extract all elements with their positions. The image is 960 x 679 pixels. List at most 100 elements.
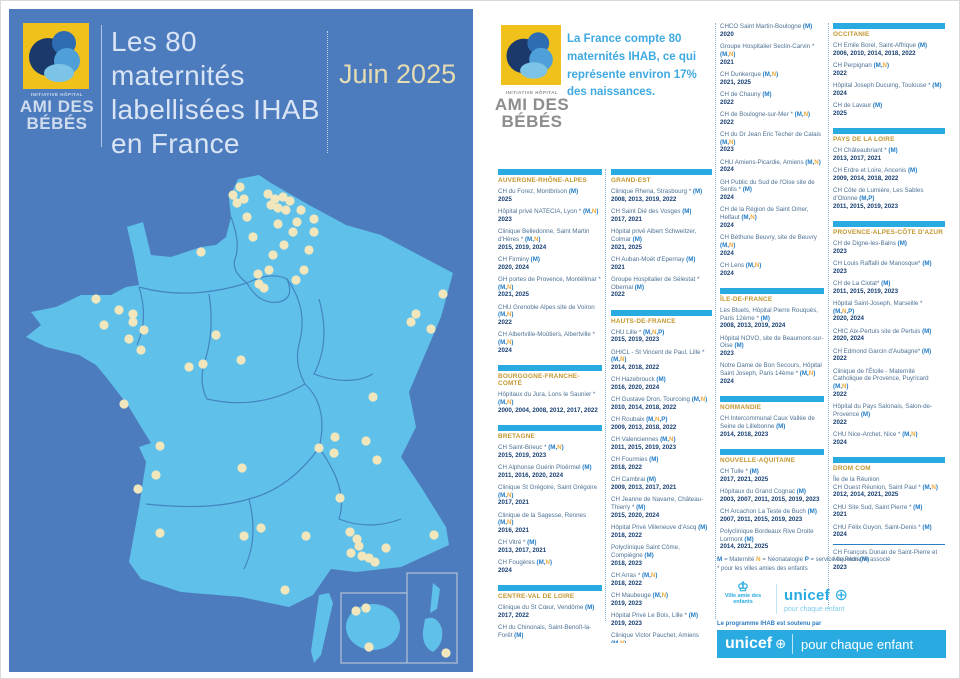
maternity-dot [426,324,436,334]
hospital-entry: CH Arcachon La Teste de Buch (M) 2007, 20… [720,508,824,524]
label-years: 2017, 2022 [498,612,529,619]
marker-codes: (M) [580,463,592,471]
france-map [9,159,473,672]
label-years: 2018, 2022 [611,579,642,587]
label-years: 2024 [498,567,512,574]
label-years: 2011, 2015, 2019, 2023 [833,202,899,210]
maternity-dot [239,194,249,204]
maternity-dot [351,606,361,616]
hospital-name: CH de la Région de Saint Omer, Helfaut (… [720,206,809,221]
marker-codes: (M,N) [523,235,541,243]
label-years: 2024 [720,194,734,201]
maternity-dot [292,217,302,227]
maternity-dot [335,493,345,503]
label-years: 2014, 2018, 2022 [611,364,660,371]
hospital-name: CH Intercommunal Caux Vallée de Seine de… [720,415,815,430]
hospital-name: CH du Forez, Montbrison (M) [498,188,579,195]
marker-codes: (M) [859,410,871,418]
label-years: 2022 [833,418,847,426]
marker-codes: (M,N) [546,443,564,451]
marker-codes: (M) [920,347,932,355]
marker-codes: (M) [916,42,928,49]
hospital-name: CH Louis Raffalli de Manosque* (M) [833,259,932,267]
label-years: 2009, 2014, 2018, 2022 [833,174,899,182]
maternity-dot [211,330,221,340]
region-header: PAYS DE LA LOIRE [833,136,895,143]
marker-codes: (M,N) [498,311,514,319]
marker-codes: (M) [747,467,759,475]
hospital-entry: Polyclinique Saint Côme, Compiègne (M) 20… [611,544,712,567]
maternity-dot [329,448,339,458]
hospital-entry: Notre Dame de Bon Secours, Hôpital Saint… [720,362,824,385]
maternity-dot [264,265,274,275]
label-years: 2024 [833,438,847,446]
hospital-name: CH Firminy (M) [498,255,540,263]
entry-divider [833,543,945,545]
label-years: 2016, 2021 [498,527,529,534]
maternity-dot [429,530,439,540]
hospital-entry: CH Fougères (M,N) 2024 [498,559,602,575]
hospital-name: Polyclinique Bordeaux Rive Droite Lormon… [720,527,814,543]
hospital-entry: CH de Chauny (M) 2022 [720,91,824,107]
hospital-entry: Clinique Belledonne, Saint Martin d'Hère… [498,228,602,251]
hospital-name: Clinique St Grégoire, Saint Grégoire (M,… [498,483,598,499]
maternity-dot [280,585,290,595]
region-header-bar [720,448,824,455]
maternity-dot [236,355,246,365]
label-years: 2020 [720,30,734,38]
label-years: 2011, 2015, 2019, 2023 [833,287,899,295]
label-years: 2020, 2024 [833,315,864,323]
marker-codes: (M,N) [744,261,762,269]
maternity-dot [124,334,134,344]
hospital-name: CH Fougères (M,N) [498,559,552,567]
hospital-entry: CH de Boulogne-sur-Mer * (M,N) 2022 [720,111,824,127]
hospital-entry: CH Dunkerque (M,N) 2021, 2025 [720,71,824,87]
label-years: 2022 [720,98,734,106]
hospital-entry: CH de Digne-les-Bains (M) 2023 [833,240,945,256]
legend-marker-label: = Néonatalogie [762,557,805,563]
marker-codes: (M,N) [498,283,514,291]
hospital-entry: CH de Lavaur (M) 2025 [833,102,945,118]
region-header-bar [498,365,602,371]
marker-codes: (M) [920,327,932,335]
maternity-dot [278,192,288,202]
hospital-name: Clinique Victor Pauchet, Amiens (M,N) [611,632,712,643]
hospital-entry: CH du Forez, Montbrison (M) 2025 [498,188,602,204]
region-header-bar [833,456,945,463]
hospital-name: CH Perpignan (M,N) [833,62,890,69]
label-years: 2000, 2004, 2008, 2012, 2017, 2022 [498,406,598,414]
region-header: BRETAGNE [498,432,535,440]
label-years: 2024 [720,269,734,277]
label-years: 2022 [498,319,512,326]
label-years: 2022 [833,390,847,398]
hospital-entry: CH Côte de Lumière, Les Sables d'Olonne … [833,187,945,210]
label-years: 2022 [611,291,625,299]
marker-codes: (M) [684,255,696,263]
label-years: 2009, 2013, 2017, 2021 [611,484,677,491]
hospital-entry: CH François Dunan de Saint-Pierre et Miq… [833,549,945,570]
marker-codes: (M) [680,208,692,215]
marker-codes: (M) [567,188,579,195]
hospital-name: Hôpital du Pays Salonais, Salon-de-Prove… [833,403,933,418]
hospital-name: CH Tulle * (M) [720,467,759,475]
hospital-entry: Clinique de l'Étoile - Maternité Catholi… [833,368,945,399]
maternity-dot [114,305,124,315]
hospital-entry: Île de la Réunion CH Ouest Réunion, Saint… [833,476,945,499]
date-divider [327,31,328,153]
maternity-dot [352,534,362,544]
maternity-dots [91,182,451,658]
hospital-entry: CH Cambrai (M) 2009, 2013, 2017, 2021 [611,476,712,492]
left-poster: INITIATIVE HÔPITAL AMI DES BÉBÉS Les 80 … [9,9,473,672]
marker-codes: (M) [794,487,806,495]
maternity-dot [263,189,273,199]
label-years: 2013, 2017, 2021 [498,547,547,554]
ihab-logo-icon [23,23,89,89]
marker-codes: (M) [760,90,772,98]
hospital-name: CH de Lavaur (M) [833,102,883,109]
maternity-dot [285,196,295,206]
maternity-dot [273,219,283,229]
hospital-entry: Groupe Hospitalier Seclin-Carvin * (M,N)… [720,43,824,66]
region-column-3: CHCO Saint Martin-Boulogne (M) 2020 Groupe… [720,23,824,551]
region-header-bar [498,424,602,431]
hospital-name: CH Châteaubriant * (M) [833,147,898,154]
